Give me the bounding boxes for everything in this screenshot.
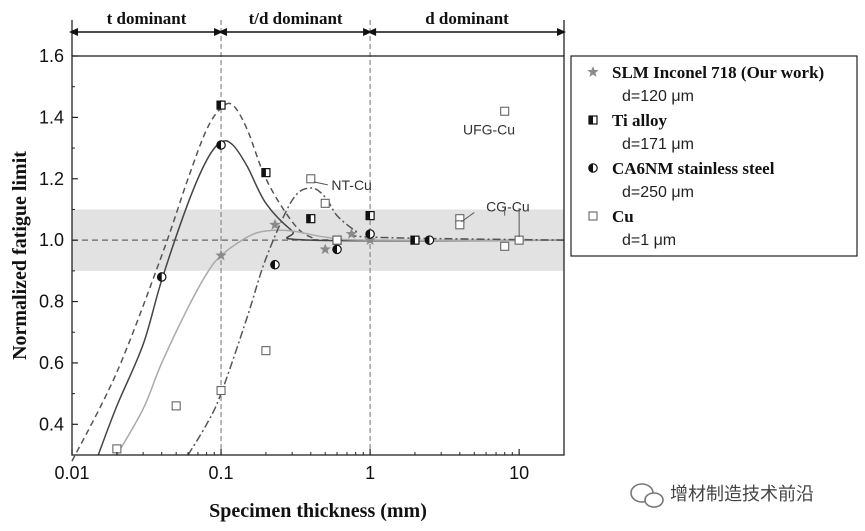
ti-alloy-point	[365, 211, 375, 221]
annotation-leader	[313, 181, 328, 186]
legend-sublabel: d=1 μm	[622, 232, 676, 249]
ti-alloy-point	[410, 235, 420, 245]
legend-sublabel: d=250 μm	[622, 184, 694, 201]
wechat-icon	[630, 483, 664, 508]
legend-label: Ti alloy	[612, 111, 667, 130]
inconel-point	[364, 234, 376, 246]
ti-alloy-point	[216, 100, 226, 110]
ca6nm-point	[332, 244, 342, 255]
x-tick-label: 0.01	[54, 463, 89, 483]
x-axis-title: Specimen thickness (mm)	[209, 500, 427, 522]
legend-marker	[587, 66, 599, 77]
plot-frame	[71, 55, 565, 456]
legend-label: CA6NM stainless steel	[612, 159, 775, 178]
cu-point	[171, 401, 181, 411]
legend: SLM Inconel 718 (Our work) d=120 μm Ti all…	[570, 55, 858, 257]
cu-point	[112, 444, 122, 454]
x-tick-label: 10	[509, 463, 529, 483]
ca6nm-point	[156, 272, 167, 282]
axes-layer: 0.4 0.6 0.8 1.0 1.2 1.4 1.6 0.01 0.1 1 10 Specimen …	[9, 46, 565, 522]
fit-curves-layer	[71, 102, 565, 462]
cu-point	[500, 106, 510, 116]
legend-label: Cu	[612, 207, 634, 226]
annotation-label: NT-Cu	[331, 177, 371, 193]
cu-point	[320, 198, 330, 208]
legend-marker	[588, 163, 598, 173]
cu-point	[455, 220, 465, 230]
region-label: d dominant	[425, 9, 509, 28]
inconel-point	[319, 243, 331, 255]
legend-marker	[588, 211, 598, 221]
region-label: t/d dominant	[249, 9, 343, 28]
ca6nm-point	[424, 235, 435, 245]
region-label: t dominant	[107, 9, 187, 28]
x-tick-label: 0.1	[209, 463, 234, 483]
watermark-text: 增材制造技术前沿	[670, 484, 814, 504]
legend-sublabel: d=171 μm	[622, 136, 694, 153]
y-tick-label: 1.2	[39, 169, 64, 189]
cu-point	[306, 174, 316, 184]
annotation-label: CG-Cu	[486, 198, 530, 214]
annotation-label: UFG-Cu	[463, 122, 515, 138]
ti-alloy-point	[306, 214, 316, 224]
inconel-point	[215, 249, 227, 261]
x-tick-label: 1	[365, 463, 375, 483]
watermark: 增材制造技术前沿	[630, 483, 814, 508]
ca6nm-point	[216, 140, 226, 150]
cu-point	[500, 241, 510, 251]
y-tick-label: 1.4	[39, 107, 64, 127]
annotations-layer: NT-Cu UFG-Cu CG-Cu	[313, 122, 530, 238]
regions-layer: t dominant t/d dominant d dominant	[69, 9, 566, 56]
y-tick-label: 1.0	[39, 230, 64, 250]
legend-sublabel: d=120 μm	[622, 88, 694, 105]
ca6nm-point	[270, 259, 280, 270]
annotation-leader	[461, 212, 475, 223]
cu-point	[261, 346, 271, 356]
inconel-point	[269, 218, 281, 230]
legend-label: SLM Inconel 718 (Our work)	[612, 63, 824, 82]
y-tick-label: 1.6	[39, 46, 64, 66]
y-tick-label: 0.4	[39, 414, 64, 434]
cu-point	[216, 385, 226, 396]
ti-alloy-point	[261, 168, 271, 178]
fit-curve	[71, 102, 565, 462]
data-points-layer	[112, 100, 524, 454]
inconel-point	[345, 228, 358, 239]
y-axis-title: Normalized fatigue limit	[9, 151, 31, 360]
cu-point	[332, 235, 342, 245]
cu-point	[514, 235, 524, 245]
fit-curve	[116, 229, 565, 456]
y-tick-label: 0.6	[39, 353, 64, 373]
legend-box	[570, 55, 858, 257]
legend-marker	[588, 115, 598, 125]
y-tick-label: 0.8	[39, 292, 64, 312]
ca6nm-point	[365, 229, 375, 239]
fit-curve	[97, 139, 565, 456]
